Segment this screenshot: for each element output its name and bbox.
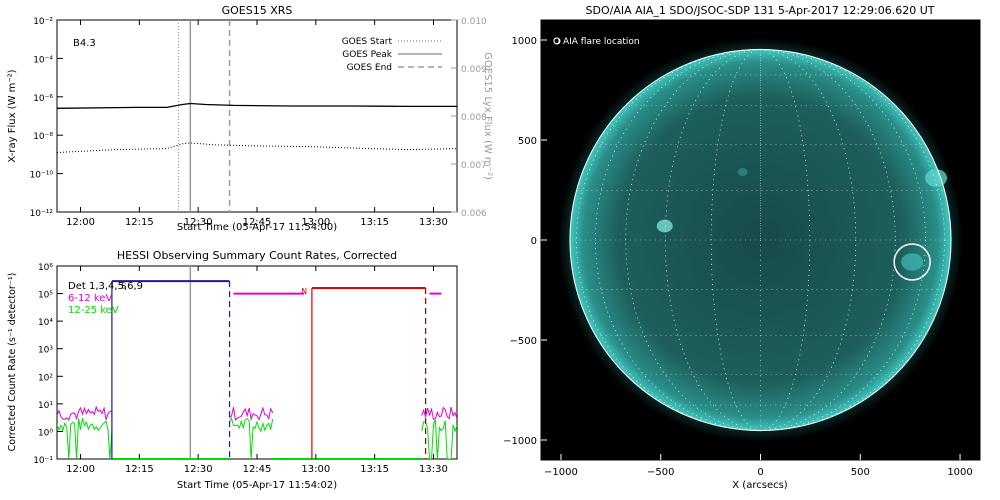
x-tick-label: 13:30: [419, 464, 448, 475]
flare-location-circle: [893, 243, 931, 281]
image-title: SDO/AIA AIA_1 SDO/JSOC-SDP 131 5-Apr-201…: [586, 4, 935, 17]
y-tick-label: 10⁵: [38, 291, 53, 301]
y-tick-label: 0: [531, 236, 537, 247]
y-axis-label-right: GOES15 Lyx Flux (W m⁻²): [482, 52, 493, 180]
x-axis-label: Start Time (05-Apr-17 11:54:00): [177, 222, 337, 233]
green-trace-0: [57, 418, 113, 459]
series-line-1: [57, 142, 457, 153]
right-tick-label: 0.008: [461, 113, 487, 123]
magenta-trace-2: [421, 406, 457, 420]
active-region-1: [925, 169, 948, 187]
image-legend: O AIA flare location: [553, 37, 640, 47]
legend-label: GOES Peak: [342, 50, 392, 60]
x-tick-label: 500: [851, 467, 870, 478]
x-tick-label: 0: [757, 467, 763, 478]
y-tick-label: −1000: [503, 436, 537, 447]
hessi-chart: HESSI Observing Summary Count Rates, Cor…: [7, 249, 458, 491]
x-tick-label: 12:00: [66, 464, 95, 475]
x-tick-label: 12:30: [184, 217, 213, 228]
flag-label: N: [301, 287, 307, 296]
y-tick-label: 10⁻¹²: [30, 209, 54, 219]
active-region-2: [901, 253, 924, 271]
y-tick-label: 10⁻⁸: [33, 132, 53, 142]
legend-label: GOES Start: [342, 37, 393, 47]
flag-label: S: [121, 281, 126, 290]
right-tick-label: 0.009: [461, 65, 487, 75]
x-tick-label: 12:45: [243, 217, 272, 228]
series-line-0: [57, 102, 457, 109]
x-tick-label: −500: [647, 467, 674, 478]
x-tick-label: 12:15: [125, 464, 154, 475]
y-tick-label: 10¹: [38, 401, 53, 411]
limb-outline: [569, 48, 952, 432]
x-tick-label: 12:15: [125, 217, 154, 228]
x-tick-label: 13:15: [360, 464, 389, 475]
y-tick-label: 10⁻¹: [33, 456, 53, 466]
y-tick-label: 10³: [38, 346, 53, 356]
right-tick-label: 0.010: [461, 17, 487, 27]
y-axis-label: X-ray Flux (W m⁻²): [7, 69, 18, 162]
y-tick-label: 10⁰: [38, 428, 53, 438]
plot-frame: [56, 19, 458, 213]
y-tick-label: 10⁻¹⁰: [30, 171, 54, 181]
plot-frame: [56, 265, 458, 460]
right-tick-label: 0.007: [461, 161, 487, 171]
y-tick-label: −500: [510, 336, 537, 347]
chart-title: HESSI Observing Summary Count Rates, Cor…: [117, 249, 397, 262]
green-trace-1: [229, 416, 274, 459]
y-tick-label: 10⁻⁶: [33, 94, 53, 104]
legend-label: 12-25 keV: [68, 305, 119, 316]
longitude-line: [595, 49, 926, 431]
x-tick-label: 13:30: [419, 217, 448, 228]
x-tick-label: 1000: [947, 467, 972, 478]
y-axis-label: Corrected Count Rate (s⁻¹ detector⁻¹): [7, 273, 18, 452]
y-tick-label: 10⁶: [38, 263, 53, 273]
chart-title: GOES15 XRS: [222, 4, 293, 17]
legend-label: 6-12 keV: [68, 293, 112, 304]
y-tick-label: 10²: [38, 373, 53, 383]
y-tick-label: 10⁻⁴: [33, 55, 53, 65]
x-tick-label: −1000: [544, 467, 578, 478]
active-region-0: [656, 219, 673, 233]
x-axis-label: X (arcsecs): [732, 480, 788, 491]
x-axis-label: Start Time (05-Apr-17 11:54:02): [177, 480, 337, 491]
x-tick-label: 12:30: [184, 464, 213, 475]
magenta-trace-0: [57, 405, 112, 421]
legend-label: Det 1,3,4,5,6,9: [68, 281, 143, 292]
y-tick-label: 1000: [512, 36, 537, 47]
x-tick-label: 13:15: [360, 217, 389, 228]
x-tick-label: 13:00: [301, 464, 330, 475]
x-tick-label: 12:00: [66, 217, 95, 228]
y-tick-label: 10⁻²: [33, 17, 53, 27]
goes-xrs-chart: GOES15 XRS 12:00 12:15 12:30 12:45 13:00 13:1…: [7, 4, 493, 233]
x-tick-label: 12:45: [243, 464, 272, 475]
right-tick-label: 0.006: [461, 209, 487, 219]
magenta-trace-1: [229, 406, 274, 422]
aia-image-panel: SDO/AIA AIA_1 SDO/JSOC-SDP 131 5-Apr-201…: [503, 4, 981, 491]
green-trace-2: [421, 419, 457, 459]
legend-circle-icon: [553, 37, 561, 45]
flare-class-annotation: B4.3: [73, 38, 96, 49]
x-tick-label: 13:00: [301, 217, 330, 228]
y-tick-label: 10⁴: [38, 318, 53, 328]
legend-label: GOES End: [347, 63, 392, 73]
active-region-3: [737, 168, 748, 176]
y-tick-label: 500: [518, 136, 537, 147]
